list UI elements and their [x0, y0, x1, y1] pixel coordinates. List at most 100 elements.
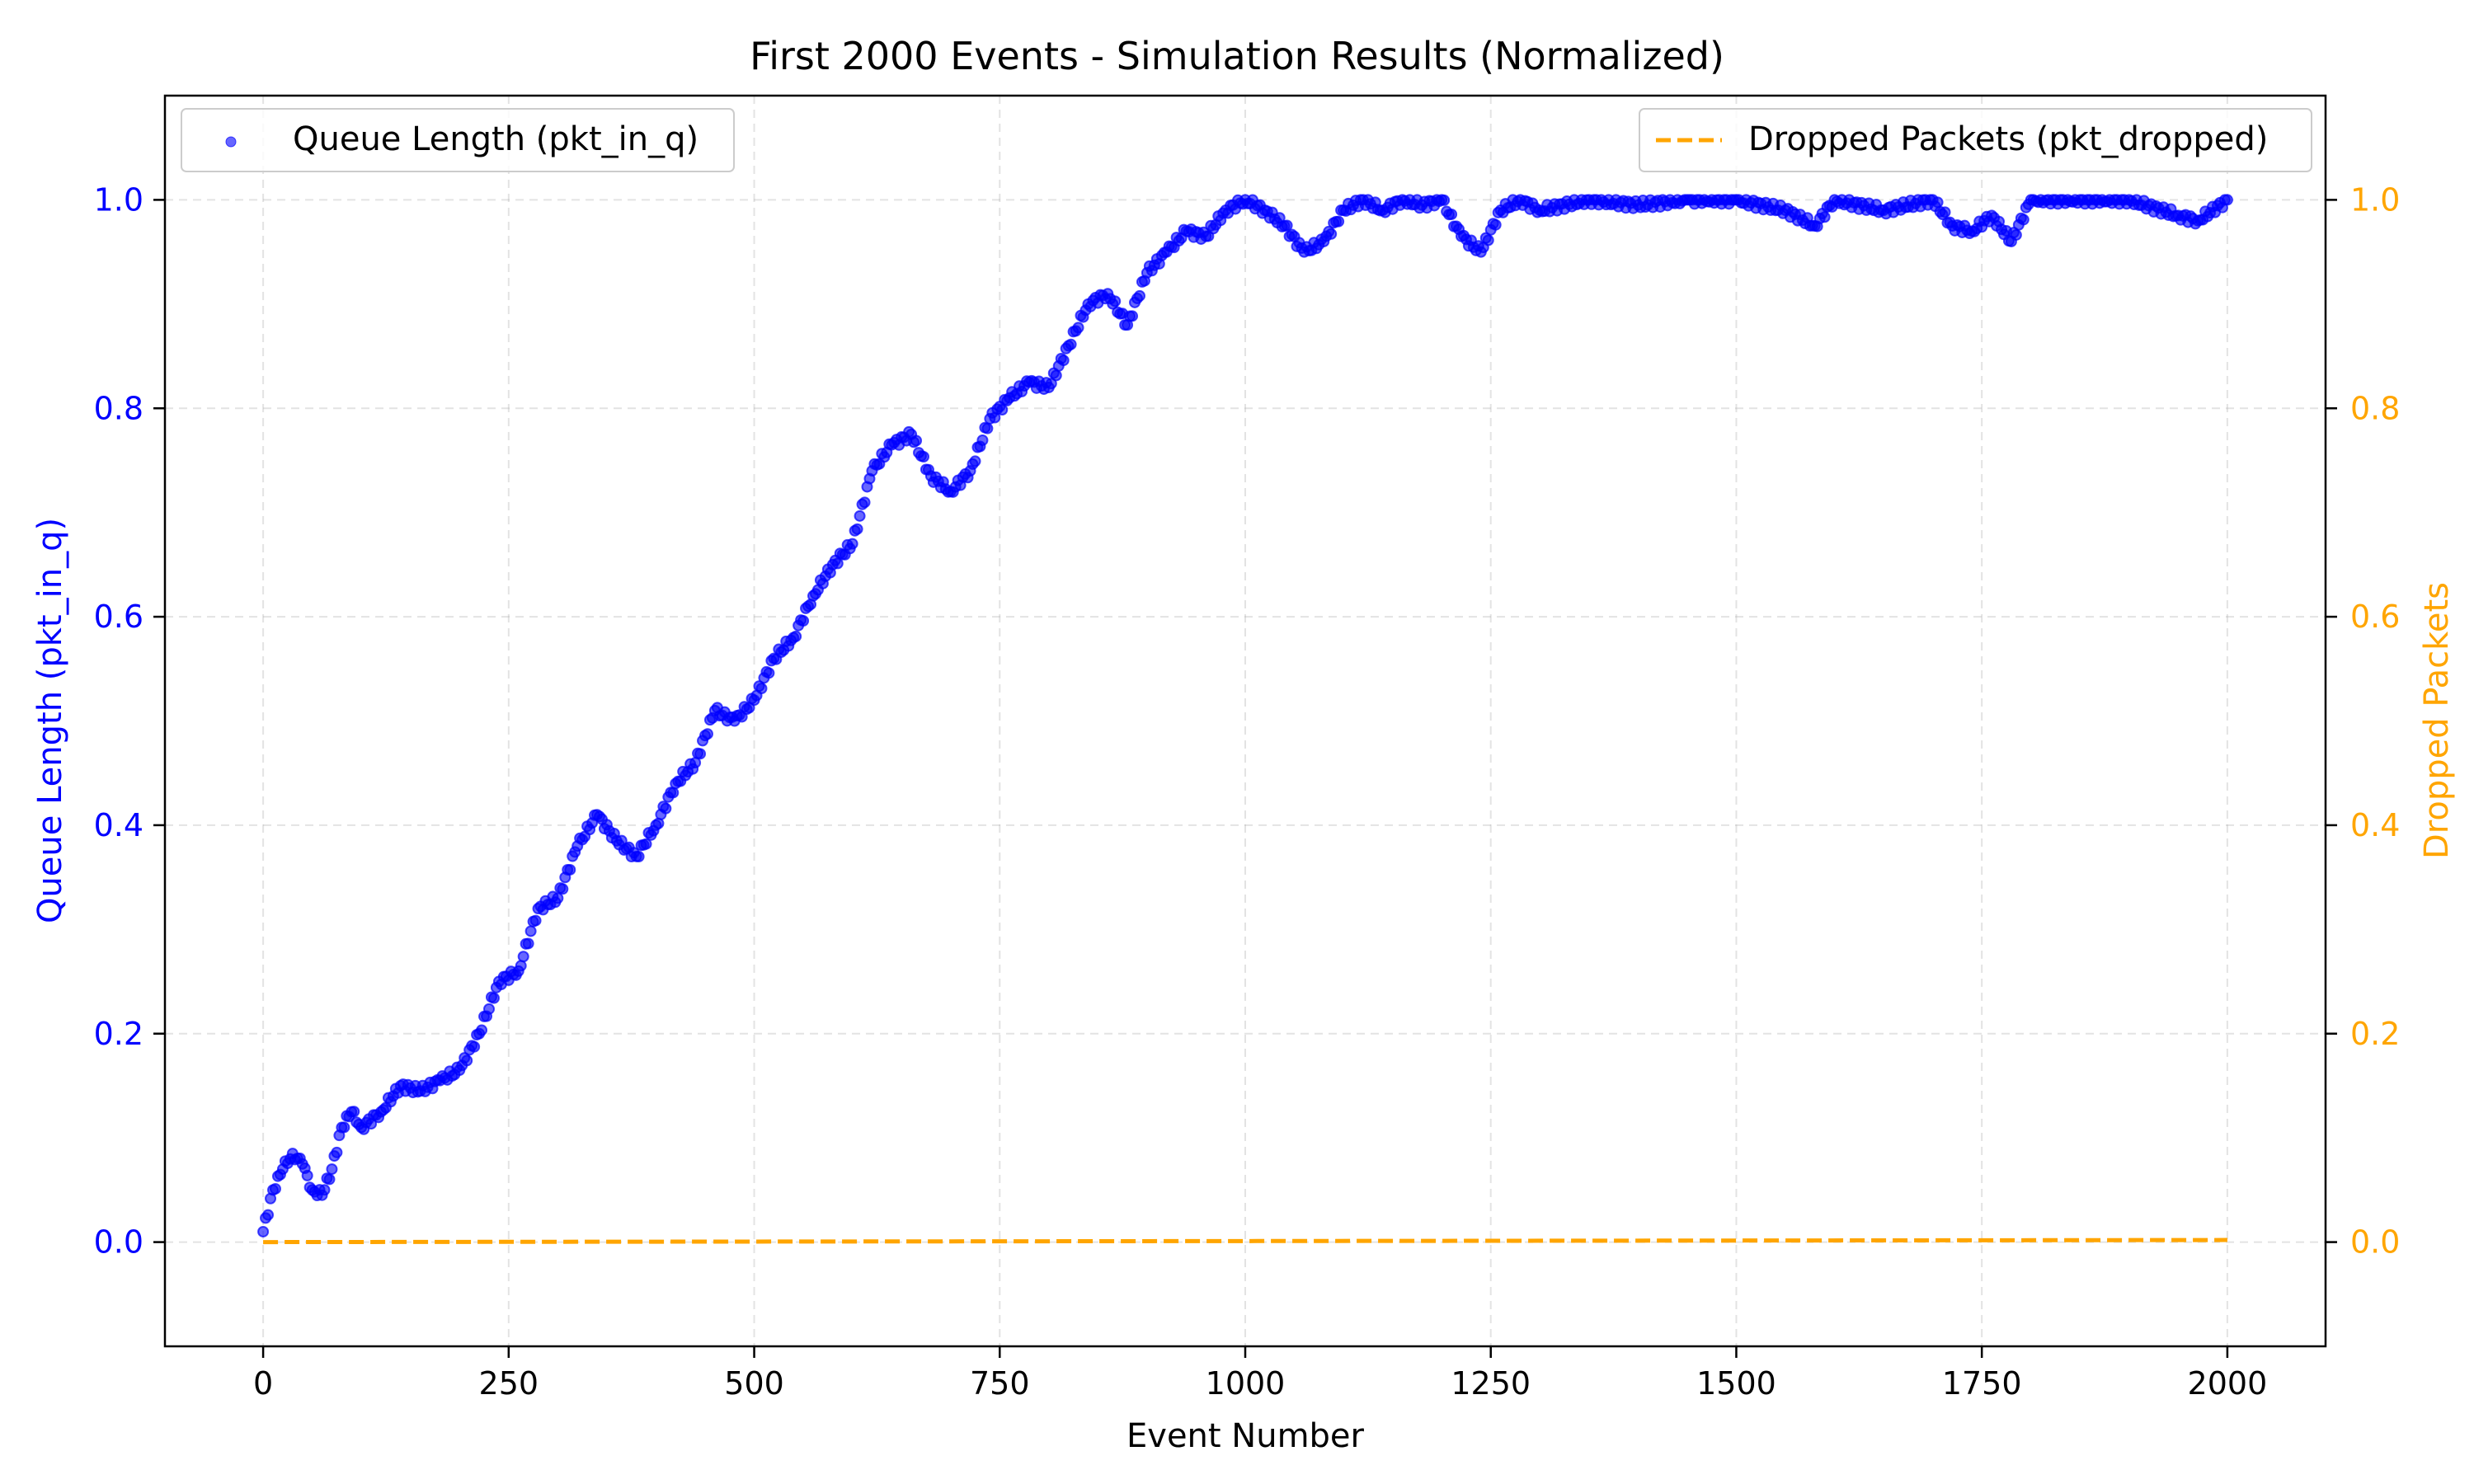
queue-point-interp — [667, 787, 680, 799]
queue-point-interp — [996, 404, 1009, 416]
queue-point-interp — [515, 960, 527, 972]
queue-point-interp — [487, 992, 500, 1004]
y-right-tick-label: 0.2 — [2350, 1016, 2400, 1052]
y-right-tick-label: 0.8 — [2350, 390, 2400, 426]
queue-point-interp — [524, 925, 537, 937]
queue-point-interp — [2010, 228, 2022, 241]
x-tick-label: 750 — [970, 1365, 1030, 1402]
y-right-tick-label: 0.6 — [2350, 599, 2400, 635]
queue-point — [326, 1163, 338, 1176]
queue-point-interp — [564, 863, 576, 876]
queue-point-interp — [331, 1146, 343, 1158]
x-tick-label: 250 — [479, 1365, 539, 1402]
legend-queue-box — [181, 108, 735, 172]
queue-point-interp — [1057, 355, 1070, 367]
queue-point-interp — [269, 1182, 281, 1195]
x-tick-label: 500 — [724, 1365, 784, 1402]
queue-point-interp — [854, 510, 866, 522]
queue-point-interp — [1109, 295, 1122, 308]
queue-point-interp — [755, 683, 768, 695]
queue-point-interp — [461, 1054, 473, 1067]
legend-dropped: Dropped Packets (pkt_dropped) — [1639, 108, 2312, 172]
queue-point-interp — [262, 1209, 275, 1221]
dropped-series — [263, 1237, 2227, 1245]
plot-area — [257, 194, 2233, 1245]
queue-point-interp — [1931, 196, 1944, 209]
queue-point-interp — [1818, 211, 1831, 223]
queue-point-interp — [701, 728, 713, 740]
queue-point-interp — [483, 1003, 495, 1015]
dropped-line — [263, 1237, 2227, 1245]
queue-point-interp — [633, 851, 645, 863]
queue-point-interp — [858, 496, 871, 509]
queue-point-interp — [660, 802, 672, 815]
queue-point-interp — [763, 667, 775, 679]
queue-point — [846, 538, 858, 550]
chart-title: First 2000 Events - Simulation Results (… — [750, 34, 1724, 78]
queue-point-interp — [976, 434, 989, 446]
queue-point-interp — [1482, 234, 1494, 247]
queue-point-interp — [517, 951, 529, 963]
legend-queue-label: Queue Length (pkt_in_q) — [293, 120, 698, 158]
y-right-tick-label: 1.0 — [2350, 181, 2400, 218]
queue-point-interp — [640, 838, 652, 850]
queue-series — [257, 194, 2233, 1237]
queue-point-interp — [529, 914, 542, 927]
queue-point-interp — [851, 523, 863, 535]
legend-queue-marker — [225, 136, 237, 148]
x-axis: 0 250 500 750 1000 1250 1500 1750 2000 — [253, 1346, 2267, 1402]
queue-point-interp — [522, 937, 534, 950]
y-axis-right-label: Dropped Packets — [2418, 582, 2456, 859]
y-left-tick-label: 0.6 — [94, 599, 143, 635]
y-right-tick-label: 0.4 — [2350, 807, 2400, 843]
legend-queue: Queue Length (pkt_in_q) — [181, 108, 735, 172]
queue-point-interp — [1281, 219, 1293, 232]
y-left-tick-label: 0.2 — [94, 1016, 143, 1052]
queue-point-interp — [1050, 369, 1062, 382]
queue-point-interp — [468, 1040, 481, 1053]
queue-point-interp — [797, 615, 810, 627]
queue-point-interp — [694, 748, 707, 760]
queue-point-interp — [1045, 378, 1057, 390]
queue-point-interp — [1489, 218, 1502, 231]
x-tick-label: 0 — [253, 1365, 273, 1402]
queue-point-interp — [1438, 194, 1451, 206]
queue-point-interp — [790, 630, 802, 642]
queue-point-interp — [318, 1184, 331, 1196]
x-tick-label: 1500 — [1696, 1365, 1776, 1402]
queue-point-interp — [301, 1169, 313, 1181]
y-right-tick-label: 0.0 — [2350, 1224, 2400, 1261]
queue-point-interp — [1065, 338, 1077, 350]
grid — [165, 96, 2326, 1346]
legend-dropped-box — [1639, 108, 2312, 172]
legend-dropped-label: Dropped Packets (pkt_dropped) — [1748, 120, 2268, 158]
x-tick-label: 1250 — [1451, 1365, 1531, 1402]
queue-point-interp — [1333, 215, 1345, 228]
queue-point-interp — [1939, 206, 1951, 218]
queue-point-interp — [917, 451, 929, 463]
x-axis-label: Event Number — [1126, 1417, 1365, 1455]
queue-point — [552, 892, 564, 904]
queue-point-interp — [969, 455, 981, 467]
queue-point-interp — [338, 1121, 350, 1134]
queue-point-interp — [348, 1106, 360, 1118]
y-axis-left: 0.0 0.2 0.4 0.6 0.8 1.0 — [94, 181, 165, 1261]
y-axis-left-label: Queue Length (pkt_in_q) — [31, 518, 69, 923]
y-left-tick-label: 0.8 — [94, 390, 143, 426]
queue-point-interp — [1126, 310, 1139, 322]
x-tick-label: 1750 — [1942, 1365, 2022, 1402]
queue-point-interp — [2017, 214, 2030, 226]
queue-point-interp — [910, 434, 923, 447]
queue-point-interp — [981, 422, 994, 434]
y-left-tick-label: 1.0 — [94, 181, 143, 218]
queue-point-interp — [557, 883, 569, 895]
queue-point-interp — [1325, 228, 1338, 240]
queue-point-interp — [1446, 208, 1458, 220]
queue-point-interp — [1072, 322, 1084, 334]
queue-point-interp — [323, 1173, 336, 1186]
queue-point — [257, 1225, 270, 1237]
queue-point-interp — [476, 1024, 488, 1036]
queue-point — [2221, 194, 2233, 206]
